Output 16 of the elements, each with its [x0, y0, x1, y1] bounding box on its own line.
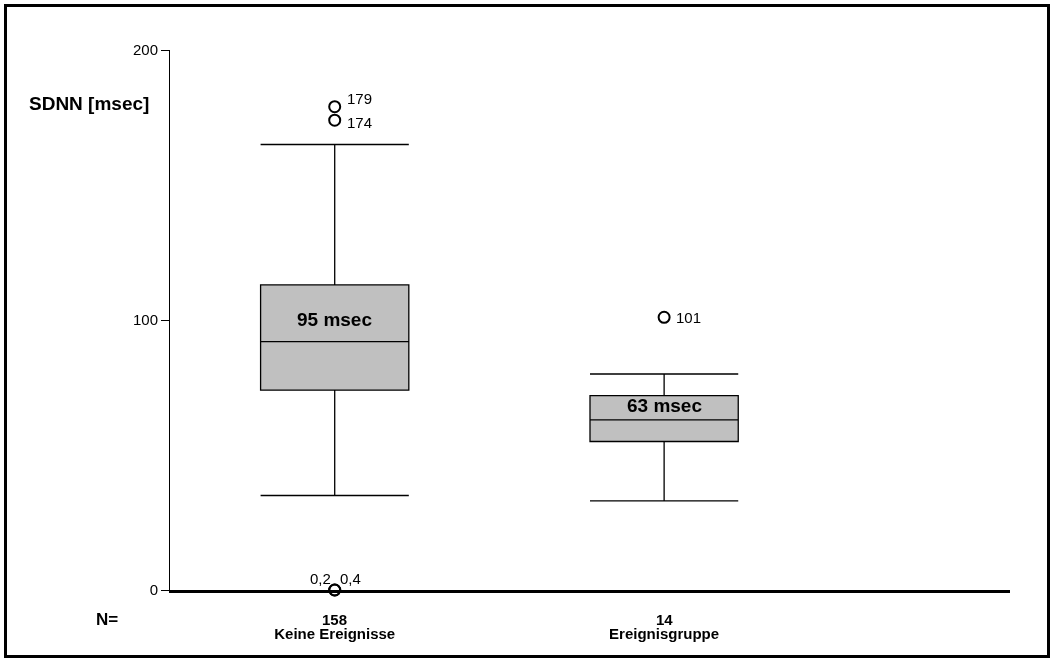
- y-tick-label: 0: [149, 581, 158, 599]
- x-tick-label: Keine Ereignisse: [274, 625, 396, 642]
- text: 158: [322, 611, 348, 628]
- annotation: 63 msec: [627, 395, 703, 416]
- annotation: 101: [676, 309, 702, 326]
- x-tick-label: Ereignisgruppe: [609, 625, 720, 642]
- text: N=: [96, 610, 119, 629]
- annotation: 0,2: [310, 570, 331, 587]
- annotation: 179: [347, 90, 373, 107]
- y-axis-title: SDNN [msec]: [29, 93, 150, 114]
- annotation: 174: [347, 114, 373, 131]
- y-tick-label: 200: [132, 41, 158, 59]
- annotation: 95 msec: [297, 309, 373, 330]
- y-tick-label: 100: [132, 311, 158, 329]
- text: 14: [656, 611, 674, 628]
- annotation: 0,4: [340, 570, 361, 587]
